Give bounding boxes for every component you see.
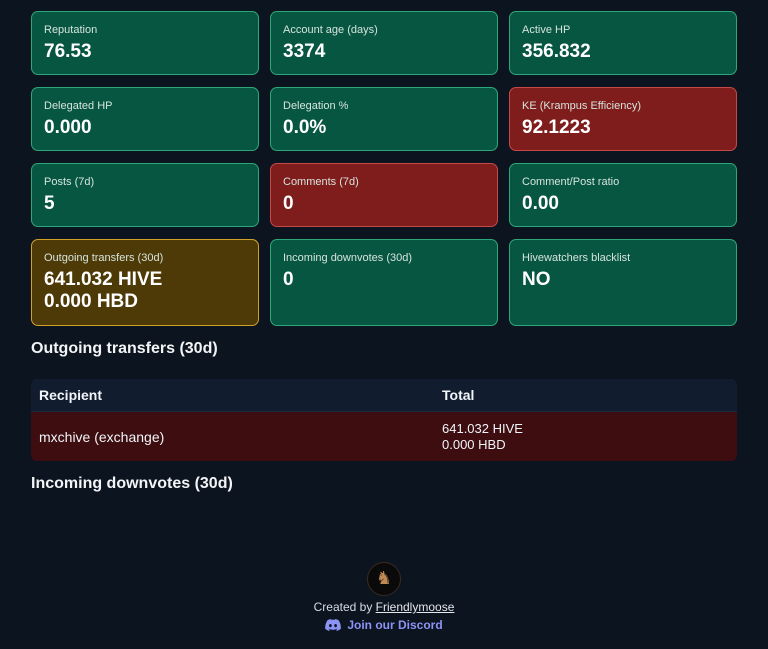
stat-value: 3374 xyxy=(283,41,326,62)
stat-label: Delegated HP xyxy=(44,100,113,112)
outgoing-transfers-heading: Outgoing transfers (30d) xyxy=(31,340,218,357)
discord-label: Join our Discord xyxy=(347,618,443,632)
total-hbd: 0.000 HBD xyxy=(442,436,506,452)
stat-label: Account age (days) xyxy=(283,24,378,36)
stat-label: Hivewatchers blacklist xyxy=(522,252,631,264)
stat-card-account-age: Account age (days) 3374 xyxy=(270,11,498,75)
stat-value: 0 xyxy=(283,193,294,214)
moose-avatar-icon: ♞ xyxy=(367,562,401,596)
stat-label: Incoming downvotes (30d) xyxy=(283,252,413,264)
stat-card-outgoing-transfers: Outgoing transfers (30d) 641.032 HIVE 0.… xyxy=(31,239,259,326)
stat-label: Outgoing transfers (30d) xyxy=(44,252,164,264)
stat-value: 92.1223 xyxy=(522,117,591,138)
stat-value-hbd: 0.000 HBD xyxy=(44,291,138,312)
stat-label: KE (Krampus Efficiency) xyxy=(522,100,642,112)
table-header: Recipient Total xyxy=(31,379,737,412)
stat-card-delegation-percent: Delegation % 0.0% xyxy=(270,87,498,151)
stat-card-reputation: Reputation 76.53 xyxy=(31,11,259,75)
stat-value: 76.53 xyxy=(44,41,92,62)
stat-label: Delegation % xyxy=(283,100,349,112)
created-by-prefix: Created by xyxy=(313,600,373,614)
stat-label: Reputation xyxy=(44,24,98,36)
stat-label: Comments (7d) xyxy=(283,176,359,188)
created-by-line: Created by Friendlymoose xyxy=(0,600,768,614)
stat-value: 356.832 xyxy=(522,41,591,62)
footer: ♞ Created by Friendlymoose Join our Disc… xyxy=(0,562,768,636)
stat-value: NO xyxy=(522,269,551,290)
table-row: mxchive (exchange) 641.032 HIVE 0.000 HB… xyxy=(31,412,737,461)
stat-label: Active HP xyxy=(522,24,571,36)
stat-card-krampus-efficiency: KE (Krampus Efficiency) 92.1223 xyxy=(509,87,737,151)
column-header-recipient: Recipient xyxy=(39,387,103,403)
total-hive: 641.032 HIVE xyxy=(442,420,523,436)
total-cell: 641.032 HIVE 0.000 HBD xyxy=(442,421,737,453)
recipient-cell: mxchive (exchange) xyxy=(39,428,165,445)
stat-card-active-hp: Active HP 356.832 xyxy=(509,11,737,75)
stat-value-hive: 641.032 HIVE xyxy=(44,269,163,290)
column-header-total: Total xyxy=(442,387,475,403)
stat-label: Comment/Post ratio xyxy=(522,176,620,188)
stat-value: 0.0% xyxy=(283,117,327,138)
stat-label: Posts (7d) xyxy=(44,176,95,188)
stat-value: 0 xyxy=(283,269,294,290)
stats-grid: Reputation 76.53 Account age (days) 3374… xyxy=(31,11,737,326)
stat-card-delegated-hp: Delegated HP 0.000 xyxy=(31,87,259,151)
stat-value: 0.00 xyxy=(522,193,559,214)
discord-icon xyxy=(325,619,342,631)
stat-card-incoming-downvotes: Incoming downvotes (30d) 0 xyxy=(270,239,498,326)
stat-card-hivewatchers-blacklist: Hivewatchers blacklist NO xyxy=(509,239,737,326)
stat-card-comments: Comments (7d) 0 xyxy=(270,163,498,227)
stat-value: 0.000 xyxy=(44,117,92,138)
discord-link[interactable]: Join our Discord xyxy=(325,618,443,632)
author-link[interactable]: Friendlymoose xyxy=(375,600,455,614)
outgoing-transfers-table: Recipient Total mxchive (exchange) 641.0… xyxy=(31,379,737,461)
stat-card-posts: Posts (7d) 5 xyxy=(31,163,259,227)
stat-card-comment-post-ratio: Comment/Post ratio 0.00 xyxy=(509,163,737,227)
incoming-downvotes-heading: Incoming downvotes (30d) xyxy=(31,475,233,492)
stat-value: 5 xyxy=(44,193,55,214)
